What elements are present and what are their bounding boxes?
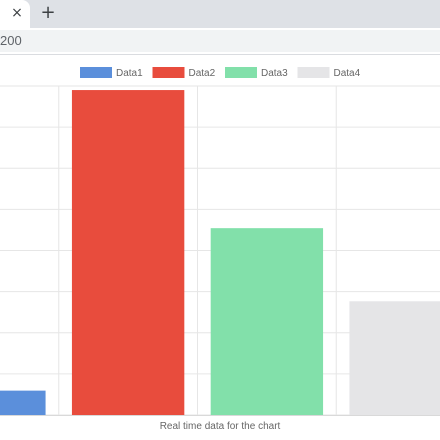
legend-label-data2[interactable]: Data2 — [189, 68, 216, 79]
active-tab[interactable]: × — [0, 0, 30, 28]
bar-data1[interactable] — [0, 390, 46, 415]
legend-swatch-data1[interactable] — [80, 67, 112, 78]
bar-data3[interactable] — [210, 228, 324, 415]
bar-chart: Data1 Data2 Data3 Data4 Real time data for t… — [0, 67, 440, 432]
legend-swatch-data2[interactable] — [152, 67, 185, 78]
address-bar[interactable]: 200 — [0, 30, 440, 52]
address-bar-url: 200 — [0, 33, 22, 48]
bar-data2[interactable] — [71, 90, 185, 415]
legend-swatch-data3[interactable] — [225, 67, 257, 78]
tab-strip: × + — [0, 0, 440, 28]
legend-swatch-data4[interactable] — [297, 67, 330, 78]
toolbar-divider — [0, 54, 440, 55]
bar-data4[interactable] — [349, 301, 440, 415]
legend-label-data3[interactable]: Data3 — [261, 68, 288, 79]
close-tab-icon[interactable]: × — [11, 5, 23, 21]
new-tab-button[interactable]: + — [40, 2, 56, 23]
x-axis-title: Real time data for the chart — [160, 421, 281, 432]
legend-label-data4[interactable]: Data4 — [334, 68, 361, 79]
legend-label-data1[interactable]: Data1 — [116, 68, 143, 79]
